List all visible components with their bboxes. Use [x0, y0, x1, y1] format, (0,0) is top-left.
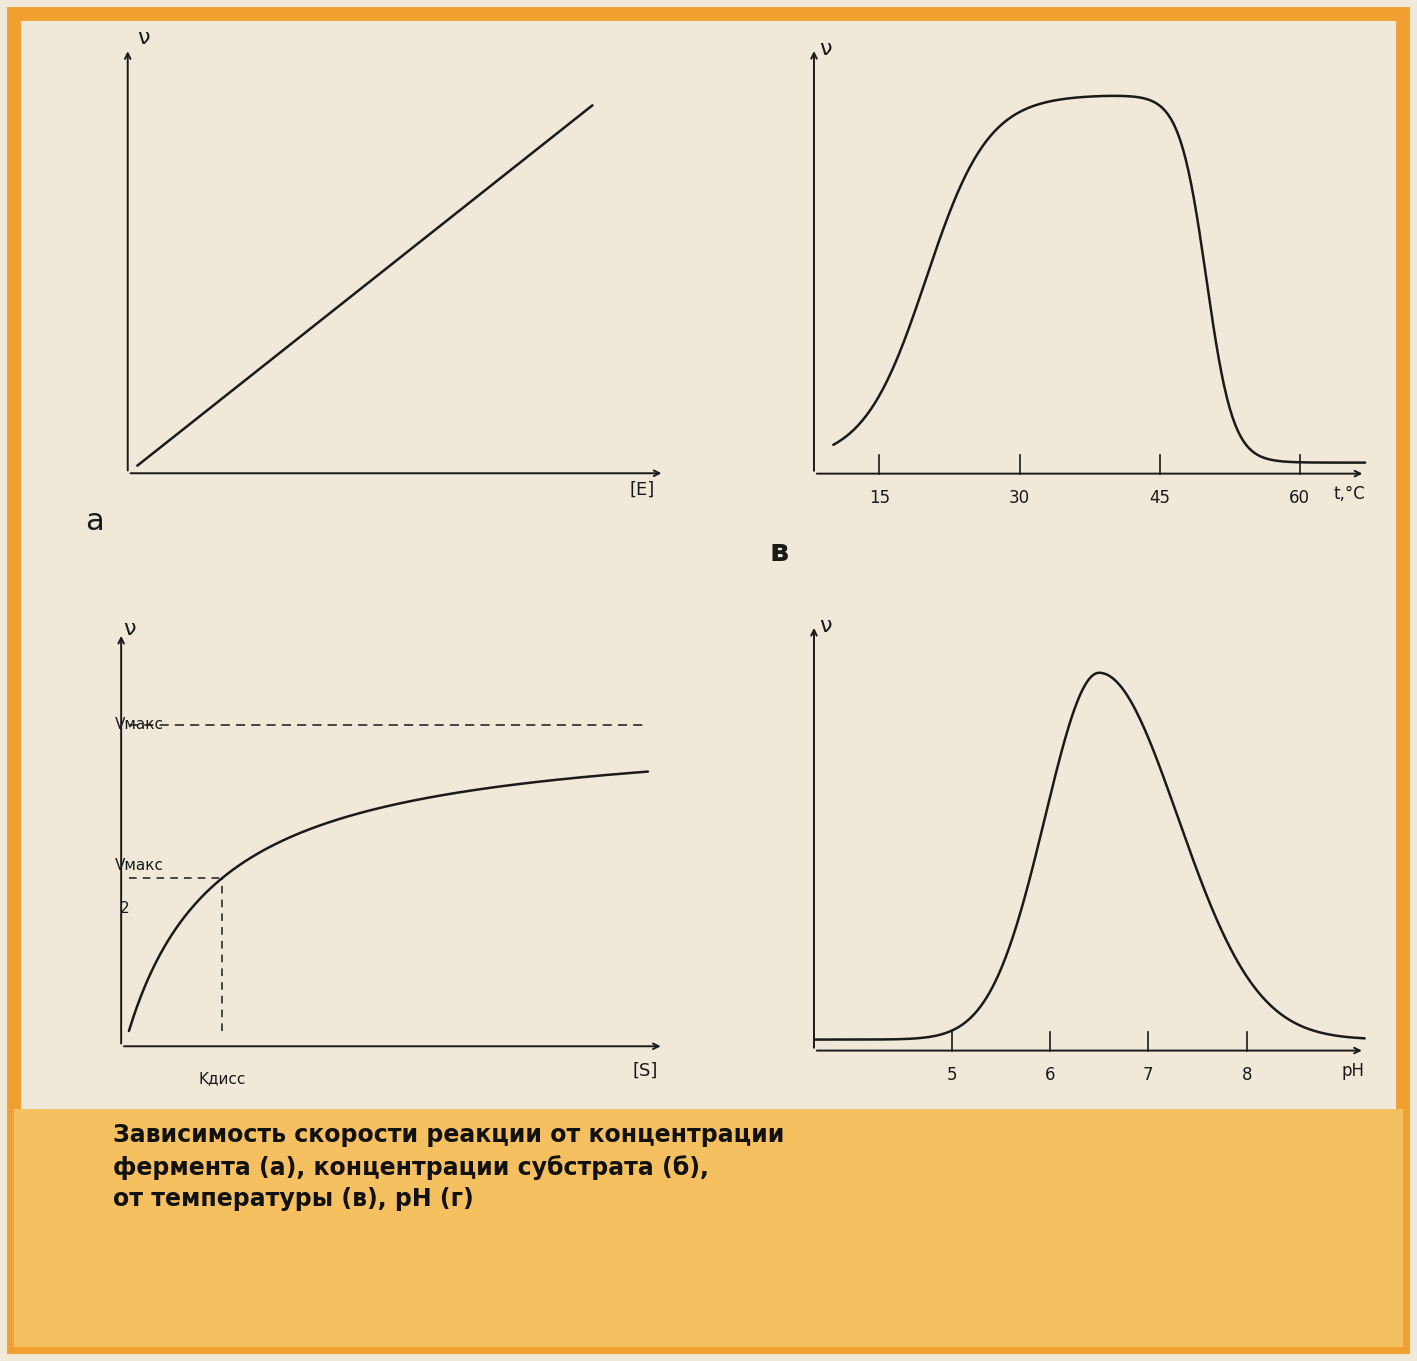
Text: [E]: [E]	[629, 480, 655, 499]
Text: в: в	[769, 538, 788, 568]
Text: ν: ν	[819, 617, 832, 636]
Text: б: б	[24, 1119, 43, 1149]
Text: ν: ν	[123, 619, 135, 640]
Text: а: а	[85, 506, 103, 536]
Text: Vмакс: Vмакс	[115, 859, 163, 874]
Text: Kдисс: Kдисс	[198, 1071, 247, 1086]
Text: Vмакс: Vмакс	[115, 717, 163, 732]
Text: ν: ν	[819, 39, 832, 59]
Text: t,°C: t,°C	[1333, 485, 1365, 502]
Text: pH: pH	[1342, 1062, 1365, 1079]
Text: Зависимость скорости реакции от концентрации
фермента (а), концентрации субстрат: Зависимость скорости реакции от концентр…	[113, 1123, 785, 1211]
Text: 2: 2	[119, 901, 129, 916]
Text: г: г	[769, 1115, 785, 1143]
Text: ν: ν	[137, 29, 150, 49]
Text: [S]: [S]	[633, 1062, 659, 1079]
